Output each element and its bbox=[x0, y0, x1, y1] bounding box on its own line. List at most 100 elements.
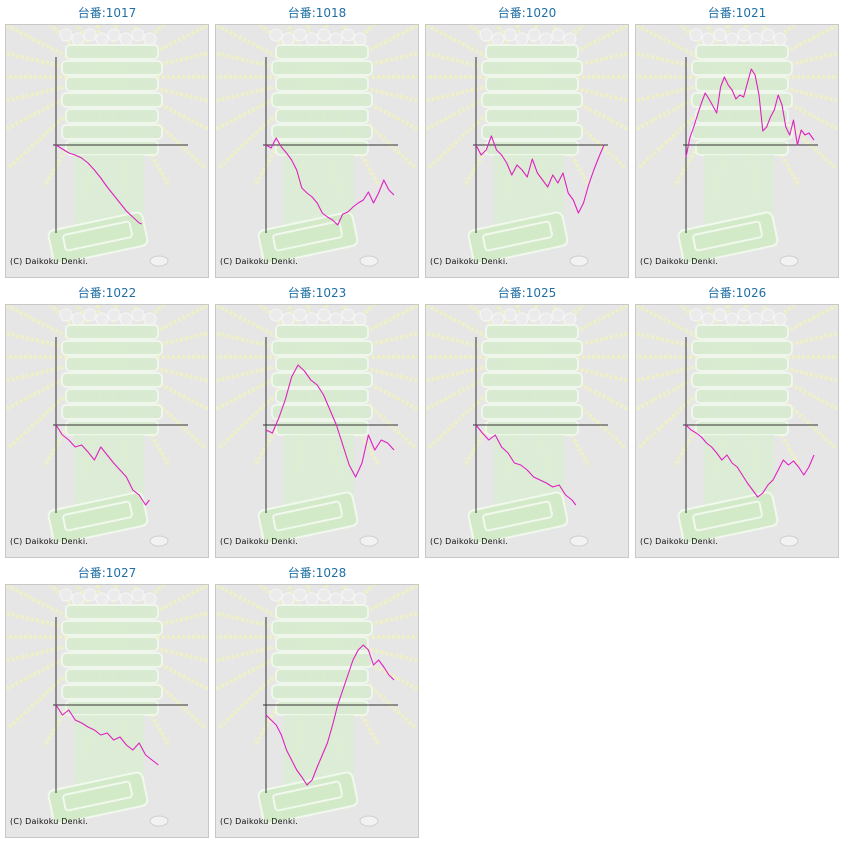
background-coin bbox=[570, 536, 588, 546]
copyright-text: (C) Daikoku Denki. bbox=[640, 537, 718, 546]
chart-svg bbox=[6, 25, 208, 277]
background-ball bbox=[540, 313, 552, 325]
background-box-tier bbox=[272, 405, 372, 419]
background-box-tier bbox=[272, 685, 372, 699]
background-ball bbox=[354, 33, 366, 45]
chart-frame[interactable]: (C) Daikoku Denki. bbox=[215, 24, 419, 278]
background-ball bbox=[282, 593, 294, 605]
chart-frame[interactable]: (C) Daikoku Denki. bbox=[425, 304, 629, 558]
background-artwork bbox=[426, 25, 628, 277]
background-box-tier bbox=[272, 61, 372, 75]
chart-frame[interactable]: (C) Daikoku Denki. bbox=[5, 304, 209, 558]
background-ball bbox=[108, 589, 120, 601]
background-box-tier bbox=[692, 125, 792, 139]
background-ball bbox=[528, 29, 540, 41]
background-ball bbox=[294, 29, 306, 41]
chart-frame[interactable]: (C) Daikoku Denki. bbox=[635, 24, 839, 278]
background-box-tier bbox=[692, 341, 792, 355]
background-box-tier bbox=[62, 61, 162, 75]
background-box-tier bbox=[486, 389, 578, 403]
chart-frame[interactable]: (C) Daikoku Denki. bbox=[635, 304, 839, 558]
background-box-tier bbox=[276, 421, 368, 435]
background-ball bbox=[306, 593, 318, 605]
background-ball bbox=[726, 33, 738, 45]
chart-title[interactable]: 台番:1025 bbox=[425, 285, 629, 301]
background-box-tier bbox=[62, 373, 162, 387]
background-box-tier bbox=[482, 125, 582, 139]
background-ball bbox=[528, 309, 540, 321]
background-ball bbox=[564, 313, 576, 325]
background-artwork bbox=[216, 585, 418, 837]
background-ball bbox=[282, 33, 294, 45]
background-ball bbox=[750, 33, 762, 45]
background-ball bbox=[306, 313, 318, 325]
chart-title[interactable]: 台番:1017 bbox=[5, 5, 209, 21]
background-ball bbox=[750, 313, 762, 325]
background-box-tier bbox=[482, 61, 582, 75]
background-box-tier bbox=[272, 341, 372, 355]
background-ball bbox=[96, 33, 108, 45]
chart-title[interactable]: 台番:1028 bbox=[215, 565, 419, 581]
background-artwork bbox=[6, 585, 208, 837]
background-box-tier bbox=[66, 637, 158, 651]
chart-title[interactable]: 台番:1018 bbox=[215, 5, 419, 21]
copyright-text: (C) Daikoku Denki. bbox=[10, 817, 88, 826]
chart-title[interactable]: 台番:1021 bbox=[635, 5, 839, 21]
copyright-text: (C) Daikoku Denki. bbox=[220, 817, 298, 826]
chart-frame[interactable]: (C) Daikoku Denki. bbox=[425, 24, 629, 278]
background-box-tier bbox=[276, 325, 368, 339]
background-ball bbox=[120, 593, 132, 605]
background-ball bbox=[120, 313, 132, 325]
background-box-tier bbox=[696, 45, 788, 59]
background-ball bbox=[552, 309, 564, 321]
background-ball bbox=[714, 309, 726, 321]
background-ball bbox=[84, 589, 96, 601]
chart-cell: 台番:1018 (C) Daikoku Denki. bbox=[215, 0, 419, 276]
chart-frame[interactable]: (C) Daikoku Denki. bbox=[5, 584, 209, 838]
background-ball bbox=[702, 313, 714, 325]
background-ball bbox=[354, 313, 366, 325]
background-ball bbox=[270, 309, 282, 321]
chart-title[interactable]: 台番:1020 bbox=[425, 5, 629, 21]
chart-cell: 台番:1020 (C) Daikoku Denki. bbox=[425, 0, 629, 276]
background-box-tier bbox=[486, 325, 578, 339]
chart-title[interactable]: 台番:1026 bbox=[635, 285, 839, 301]
background-box-tier bbox=[66, 701, 158, 715]
copyright-text: (C) Daikoku Denki. bbox=[10, 537, 88, 546]
chart-svg bbox=[636, 305, 838, 557]
background-box-tier bbox=[276, 357, 368, 371]
chart-title[interactable]: 台番:1027 bbox=[5, 565, 209, 581]
background-box-tier bbox=[696, 141, 788, 155]
background-box-tier bbox=[272, 621, 372, 635]
copyright-text: (C) Daikoku Denki. bbox=[10, 257, 88, 266]
background-box-tier bbox=[696, 421, 788, 435]
background-ball bbox=[504, 309, 516, 321]
background-box-tier bbox=[696, 357, 788, 371]
chart-title[interactable]: 台番:1022 bbox=[5, 285, 209, 301]
chart-frame[interactable]: (C) Daikoku Denki. bbox=[5, 24, 209, 278]
background-ball bbox=[564, 33, 576, 45]
background-ball bbox=[270, 589, 282, 601]
background-box-tier bbox=[66, 109, 158, 123]
background-ball bbox=[726, 313, 738, 325]
background-box-tier bbox=[62, 341, 162, 355]
background-box-tier bbox=[276, 141, 368, 155]
background-coin bbox=[150, 256, 168, 266]
chart-frame[interactable]: (C) Daikoku Denki. bbox=[215, 584, 419, 838]
chart-frame[interactable]: (C) Daikoku Denki. bbox=[215, 304, 419, 558]
background-ball bbox=[702, 33, 714, 45]
chart-svg bbox=[636, 25, 838, 277]
background-box-tier bbox=[276, 701, 368, 715]
background-box-tier bbox=[62, 125, 162, 139]
chart-title[interactable]: 台番:1023 bbox=[215, 285, 419, 301]
chart-svg bbox=[216, 305, 418, 557]
background-box-tier bbox=[482, 373, 582, 387]
background-ball bbox=[120, 33, 132, 45]
background-ball bbox=[516, 33, 528, 45]
background-ball bbox=[84, 29, 96, 41]
background-ball bbox=[132, 309, 144, 321]
background-ball bbox=[762, 309, 774, 321]
background-box-tier bbox=[276, 77, 368, 91]
background-ball bbox=[492, 313, 504, 325]
background-box-tier bbox=[276, 109, 368, 123]
